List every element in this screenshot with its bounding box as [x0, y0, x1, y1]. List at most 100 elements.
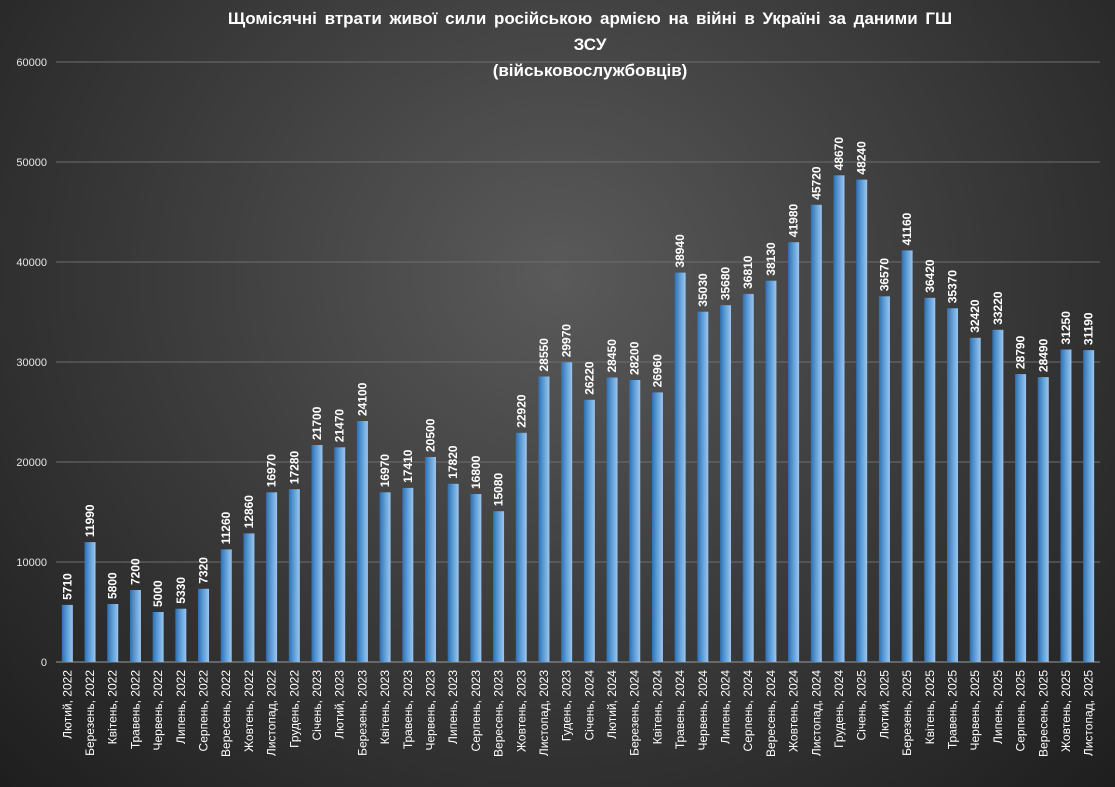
bar — [856, 179, 868, 662]
data-label: 15080 — [492, 473, 506, 507]
bar — [152, 612, 164, 662]
bar — [810, 204, 822, 663]
data-label: 35370 — [945, 270, 959, 304]
x-tick-label: Жовтень, 2025 — [1059, 670, 1073, 752]
y-tick-label: 20000 — [16, 457, 47, 469]
x-tick-label: Березень, 2022 — [83, 670, 97, 756]
data-label: 38130 — [764, 242, 778, 276]
chart-subtitle: (військовослужбовців) — [492, 61, 688, 80]
bar — [1083, 350, 1095, 662]
x-tick-label: Липень, 2023 — [446, 670, 460, 744]
x-tick-label: Квітень, 2025 — [923, 670, 937, 745]
data-label: 5710 — [60, 573, 74, 600]
y-tick-label: 30000 — [16, 357, 47, 369]
bar — [788, 242, 800, 662]
x-tick-label: Жовтень, 2024 — [787, 670, 801, 752]
data-label: 28200 — [628, 341, 642, 375]
x-tick-label: Червень, 2022 — [151, 670, 165, 751]
x-tick-label: Жовтень, 2023 — [514, 670, 528, 752]
data-label: 17820 — [446, 445, 460, 479]
bar — [583, 399, 595, 662]
data-label: 45720 — [809, 166, 823, 200]
bar — [833, 175, 845, 663]
x-tick-label: Вересень, 2022 — [219, 670, 233, 757]
bar — [1060, 349, 1072, 662]
bar — [220, 549, 232, 662]
x-tick-label: Лютий, 2022 — [60, 670, 74, 739]
x-tick-label: Грудень, 2022 — [287, 670, 301, 748]
data-label: 21470 — [333, 409, 347, 443]
bar — [924, 297, 936, 662]
bar — [243, 533, 255, 662]
data-label: 36420 — [923, 259, 937, 293]
bar — [651, 392, 663, 662]
data-label: 31250 — [1059, 311, 1073, 345]
data-label: 41980 — [787, 204, 801, 238]
data-label: 36810 — [741, 255, 755, 289]
x-tick-label: Липень, 2022 — [174, 670, 188, 744]
data-label: 26960 — [650, 354, 664, 388]
data-label: 28790 — [1014, 335, 1028, 369]
bar — [538, 376, 550, 662]
bar — [447, 483, 459, 662]
x-tick-label: Червень, 2025 — [968, 670, 982, 751]
data-label: 5800 — [106, 572, 120, 599]
x-tick-label: Вересень, 2023 — [492, 670, 506, 757]
x-tick-label: Липень, 2024 — [719, 670, 733, 744]
data-label: 20500 — [423, 418, 437, 452]
x-tick-label: Січень, 2023 — [310, 670, 324, 741]
bar — [515, 432, 527, 662]
x-tick-label: Лютий, 2023 — [333, 670, 347, 739]
bar — [878, 296, 890, 662]
x-tick-label: Лютий, 2025 — [877, 670, 891, 739]
x-tick-label: Березень, 2024 — [628, 670, 642, 756]
data-label: 32420 — [968, 299, 982, 333]
bar — [470, 494, 482, 662]
bar — [198, 588, 210, 662]
data-label: 7200 — [128, 558, 142, 585]
bar — [129, 590, 141, 662]
bar — [356, 421, 368, 662]
y-tick-label: 60000 — [16, 57, 47, 69]
bar — [720, 305, 732, 662]
data-label: 29970 — [560, 324, 574, 358]
x-tick-label: Лютий, 2024 — [605, 670, 619, 739]
x-tick-label: Березень, 2023 — [355, 670, 369, 756]
x-tick-label: Листопад, 2022 — [265, 670, 279, 756]
bar — [288, 489, 300, 662]
bar — [379, 492, 391, 662]
bar — [629, 380, 641, 662]
title-line-2: ЗСУ — [573, 35, 607, 54]
bar — [561, 362, 573, 662]
x-tick-label: Вересень, 2024 — [764, 670, 778, 757]
x-tick-label: Січень, 2025 — [855, 670, 869, 741]
bar — [606, 377, 618, 662]
bar — [901, 250, 913, 662]
data-label: 48670 — [832, 137, 846, 171]
x-tick-label: Квітень, 2022 — [106, 670, 120, 745]
chart-title: Щомісячні втрати живої сили російською а… — [140, 6, 1040, 84]
data-label: 16970 — [378, 454, 392, 488]
bar — [61, 604, 73, 662]
data-label: 5000 — [151, 580, 165, 607]
x-tick-label: Листопад, 2025 — [1082, 670, 1096, 756]
data-label: 11990 — [83, 504, 97, 537]
bar — [84, 542, 96, 662]
bar — [402, 487, 414, 662]
x-tick-label: Грудень, 2024 — [832, 670, 846, 748]
bar — [311, 445, 323, 662]
x-tick-label: Березень, 2025 — [900, 670, 914, 756]
x-tick-label: Квітень, 2024 — [650, 670, 664, 745]
data-label: 38940 — [673, 234, 687, 268]
x-tick-label: Листопад, 2023 — [537, 670, 551, 756]
x-tick-label: Травень, 2024 — [673, 670, 687, 749]
bar — [107, 604, 119, 662]
bar — [946, 308, 958, 662]
y-tick-label: 40000 — [16, 257, 47, 269]
x-tick-label: Липень, 2025 — [991, 670, 1005, 744]
data-label: 28550 — [537, 338, 551, 372]
data-label: 17280 — [287, 451, 301, 485]
data-label: 16800 — [469, 455, 483, 489]
bar — [765, 280, 777, 662]
